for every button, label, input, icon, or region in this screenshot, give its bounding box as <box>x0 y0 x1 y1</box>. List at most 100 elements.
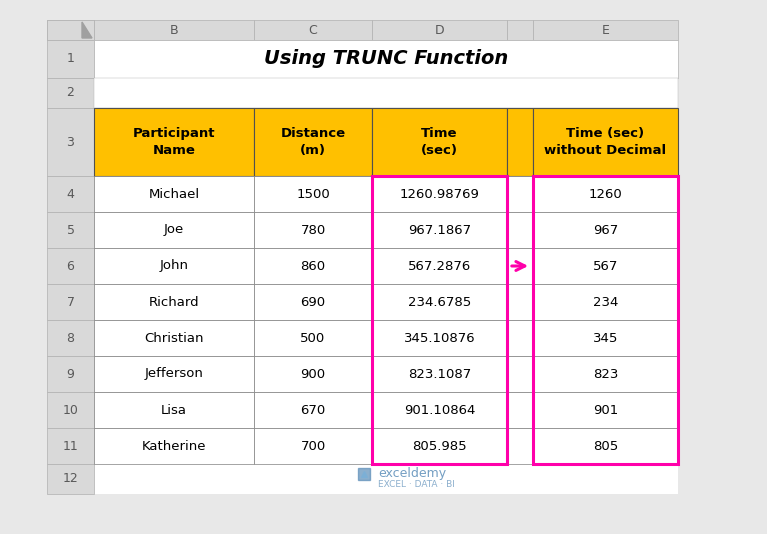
Text: EXCEL · DATA · BI: EXCEL · DATA · BI <box>378 480 455 489</box>
Bar <box>254 176 372 212</box>
Bar <box>254 428 372 464</box>
Polygon shape <box>82 22 92 38</box>
Text: C: C <box>308 23 318 36</box>
Bar <box>372 356 507 392</box>
Bar <box>47 356 94 392</box>
Text: 805.985: 805.985 <box>412 439 467 452</box>
Bar <box>372 428 507 464</box>
Bar <box>507 212 533 248</box>
Text: Katherine: Katherine <box>142 439 206 452</box>
Bar <box>372 176 507 212</box>
Bar <box>372 392 507 428</box>
Bar <box>94 356 254 392</box>
Text: 234: 234 <box>593 295 618 309</box>
Bar <box>254 284 372 320</box>
Text: 10: 10 <box>63 404 78 417</box>
Text: 5: 5 <box>67 224 74 237</box>
Bar <box>94 108 254 176</box>
Text: 670: 670 <box>301 404 326 417</box>
Bar <box>94 392 254 428</box>
Bar <box>372 284 507 320</box>
Text: 690: 690 <box>301 295 325 309</box>
Bar <box>507 284 533 320</box>
Text: Joe: Joe <box>164 224 184 237</box>
Bar <box>507 108 533 176</box>
Bar <box>94 284 254 320</box>
Bar <box>372 320 507 356</box>
Text: 12: 12 <box>63 473 78 485</box>
Text: 8: 8 <box>67 332 74 344</box>
Text: 1: 1 <box>67 52 74 66</box>
Text: E: E <box>601 23 610 36</box>
Bar <box>507 248 533 284</box>
Text: 805: 805 <box>593 439 618 452</box>
Bar <box>533 428 678 464</box>
Bar <box>94 212 254 248</box>
Text: John: John <box>160 260 189 272</box>
Bar <box>47 108 94 176</box>
Text: 345: 345 <box>593 332 618 344</box>
Bar <box>254 212 372 248</box>
Text: 11: 11 <box>63 439 78 452</box>
Text: Michael: Michael <box>149 187 199 200</box>
Text: Richard: Richard <box>149 295 199 309</box>
Bar <box>47 20 94 40</box>
Text: Participant
Name: Participant Name <box>133 127 216 157</box>
Bar <box>94 320 254 356</box>
Bar <box>533 20 678 40</box>
Bar <box>507 320 533 356</box>
Bar <box>47 284 94 320</box>
Text: 823: 823 <box>593 367 618 381</box>
Text: Time (sec)
without Decimal: Time (sec) without Decimal <box>545 127 667 157</box>
Text: exceldemy: exceldemy <box>378 467 446 480</box>
Text: 567: 567 <box>593 260 618 272</box>
Text: 967: 967 <box>593 224 618 237</box>
Bar <box>47 20 94 40</box>
Bar <box>47 248 94 284</box>
Bar <box>533 176 678 212</box>
Bar <box>533 248 678 284</box>
Text: 500: 500 <box>301 332 326 344</box>
Text: 967.1867: 967.1867 <box>408 224 471 237</box>
Bar <box>47 78 94 108</box>
Text: Time
(sec): Time (sec) <box>421 127 458 157</box>
Bar <box>254 248 372 284</box>
Text: 567.2876: 567.2876 <box>408 260 471 272</box>
Bar <box>94 40 678 78</box>
Bar <box>533 356 678 392</box>
Text: Lisa: Lisa <box>161 404 187 417</box>
Text: 7: 7 <box>67 295 74 309</box>
Bar <box>372 20 507 40</box>
Bar <box>533 212 678 248</box>
Text: 823.1087: 823.1087 <box>408 367 471 381</box>
Text: D: D <box>435 23 444 36</box>
Text: 2: 2 <box>67 87 74 99</box>
Bar <box>94 78 678 108</box>
Bar <box>254 20 372 40</box>
Text: 860: 860 <box>301 260 325 272</box>
Bar <box>507 392 533 428</box>
Text: 3: 3 <box>67 136 74 148</box>
Bar <box>533 176 678 464</box>
Bar <box>372 248 507 284</box>
Bar <box>47 428 94 464</box>
Text: 345.10876: 345.10876 <box>403 332 476 344</box>
Text: 4: 4 <box>67 187 74 200</box>
Text: 1500: 1500 <box>296 187 330 200</box>
Bar <box>47 320 94 356</box>
Bar <box>372 212 507 248</box>
Text: Distance
(m): Distance (m) <box>281 127 346 157</box>
Bar <box>47 212 94 248</box>
Text: 900: 900 <box>301 367 325 381</box>
Bar <box>533 320 678 356</box>
Text: 9: 9 <box>67 367 74 381</box>
Bar <box>94 40 678 494</box>
Bar <box>507 176 533 212</box>
Text: 1260: 1260 <box>588 187 622 200</box>
Bar <box>254 356 372 392</box>
Text: 901.10864: 901.10864 <box>403 404 476 417</box>
Bar <box>533 392 678 428</box>
Bar <box>47 464 94 494</box>
Bar <box>507 356 533 392</box>
Bar <box>254 108 372 176</box>
